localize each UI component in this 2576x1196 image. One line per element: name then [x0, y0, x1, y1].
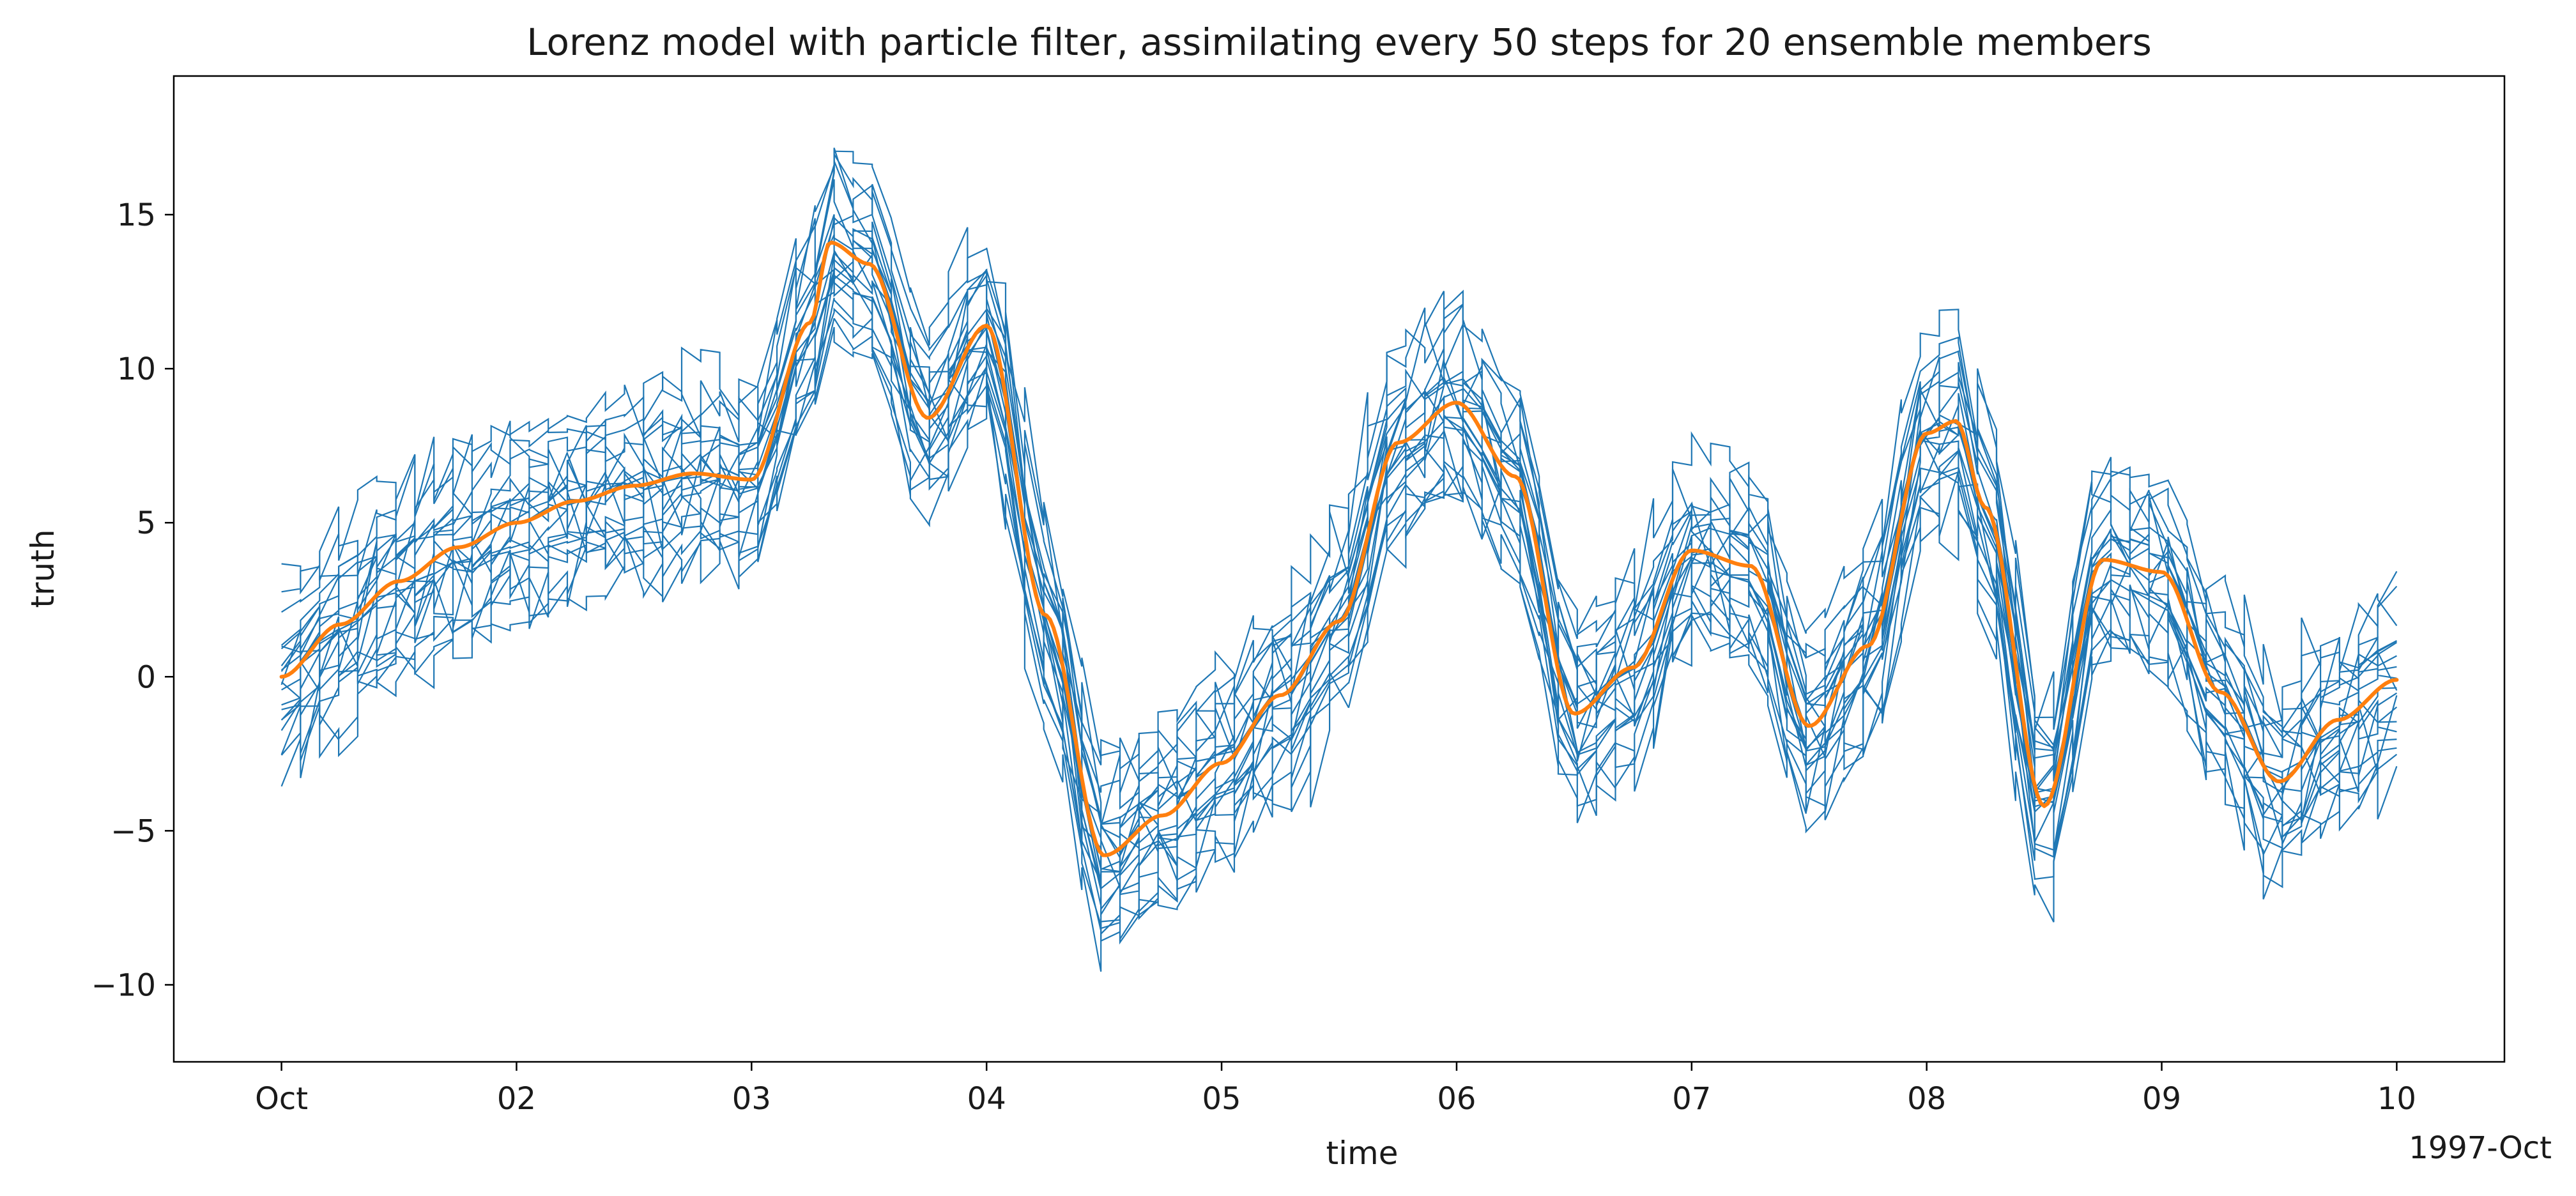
ensemble-member-line [280, 179, 2397, 829]
x-tick-label: 10 [2377, 1081, 2416, 1117]
ensemble-member-line [280, 234, 2398, 885]
ensemble-member-line [281, 151, 2398, 781]
ensemble-member-line [281, 253, 2398, 890]
x-tick-label: 07 [1672, 1081, 1711, 1117]
x-tick-label: 04 [967, 1081, 1006, 1117]
x-offset-label: 1997-Oct [2409, 1130, 2552, 1166]
ensemble-member-line [280, 326, 2398, 972]
ensemble-member-line [280, 275, 2397, 917]
ensemble-member-line [280, 318, 2398, 942]
x-tick-label: 09 [2142, 1081, 2181, 1117]
x-axis: Oct 02 03 04 05 06 07 08 09 10 [255, 1062, 2416, 1117]
x-tick-label: 08 [1907, 1081, 1946, 1117]
x-tick-label: 03 [732, 1081, 771, 1117]
truth-line [279, 240, 2399, 857]
ensemble-member-line [281, 150, 2398, 770]
y-tick-label: 5 [136, 505, 156, 541]
x-tick-label: 05 [1202, 1081, 1241, 1117]
ensemble-member-line [280, 275, 2397, 930]
y-tick-label: −5 [111, 813, 156, 849]
ensemble-member-line [281, 148, 2398, 827]
y-axis: 15 10 5 0 −5 −10 [91, 197, 174, 1003]
ensemble-member-line [280, 216, 2397, 839]
ensemble-member-line [281, 307, 2397, 936]
chart-title: Lorenz model with particle filter, assim… [526, 20, 2152, 64]
x-axis-label: time [1326, 1135, 1399, 1172]
y-tick-label: 0 [136, 659, 156, 695]
y-tick-label: 10 [117, 351, 156, 387]
y-axis-label: truth [24, 529, 61, 608]
x-tick-label: 02 [497, 1081, 536, 1117]
ensemble-member-line [280, 292, 2397, 912]
x-tick-label: Oct [255, 1081, 308, 1117]
x-tick-label: 06 [1437, 1081, 1476, 1117]
y-tick-label: 15 [117, 197, 156, 233]
y-tick-label: −10 [91, 967, 156, 1003]
ensemble-member-line [280, 218, 2397, 856]
ensemble-member-line [280, 266, 2398, 883]
axes-frame [172, 75, 2506, 1063]
ensemble-member-line [280, 160, 2397, 810]
plot-area [279, 148, 2399, 972]
